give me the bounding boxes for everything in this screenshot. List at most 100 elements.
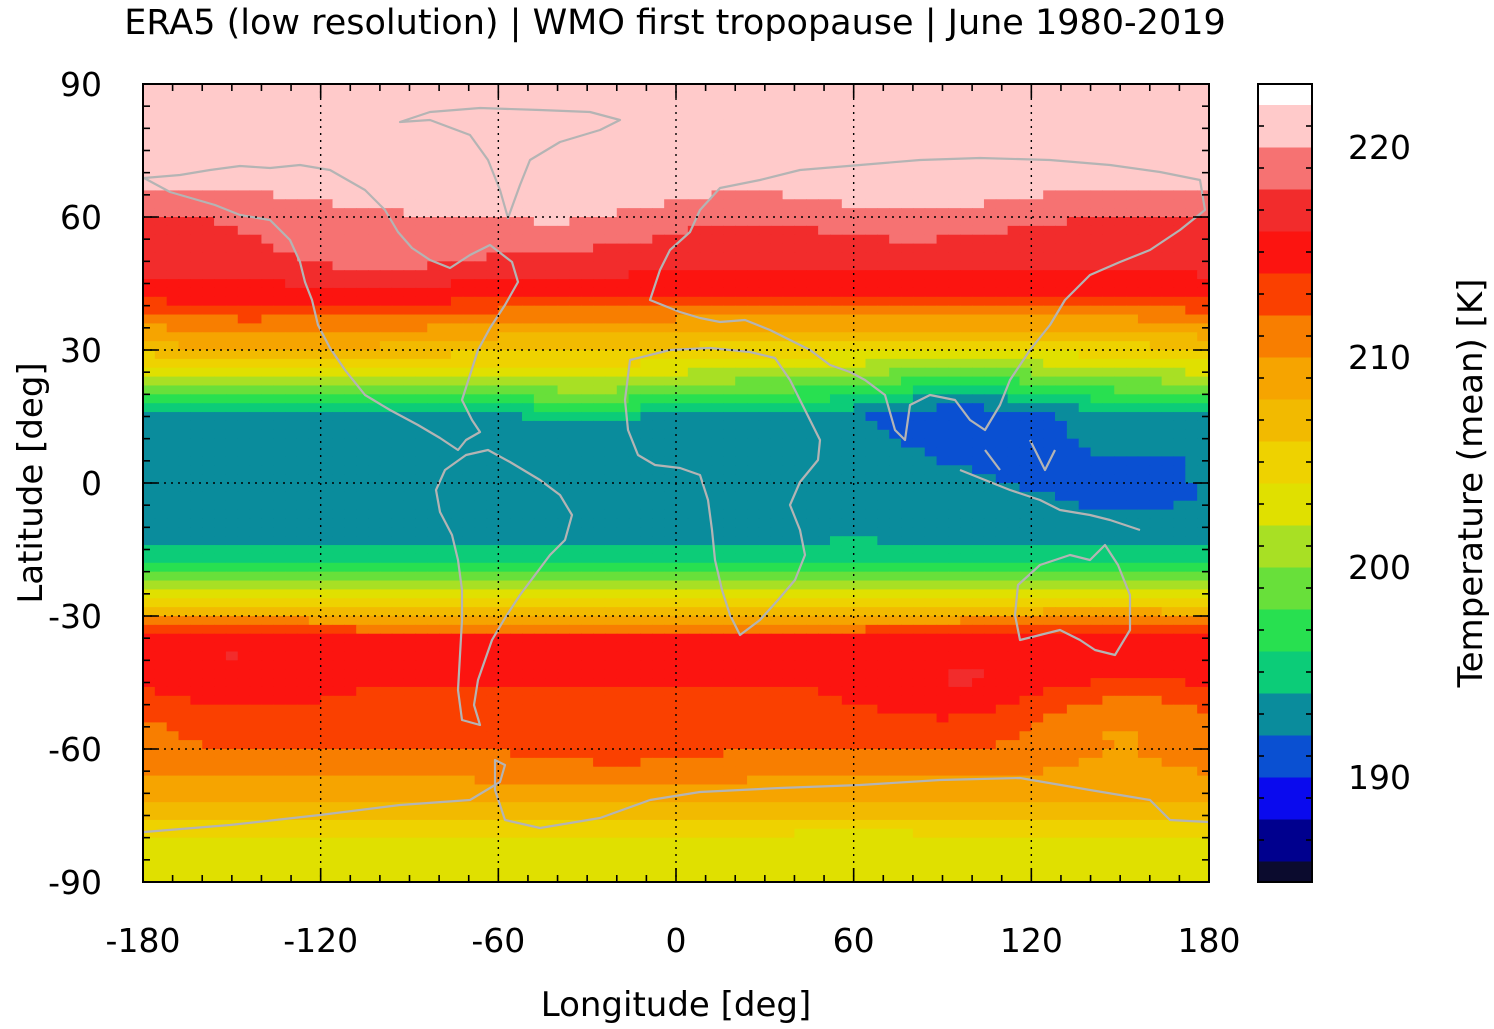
heat-cell	[758, 163, 772, 174]
heat-cell	[498, 181, 511, 191]
heat-cell	[356, 562, 369, 573]
heat-cell	[143, 217, 156, 227]
heat-cell	[1185, 323, 1198, 333]
heat-cell	[379, 376, 393, 387]
heat-cell	[1066, 403, 1080, 413]
heat-cell	[747, 110, 760, 121]
heat-cell	[190, 358, 203, 369]
heat-cell	[616, 287, 630, 298]
heat-cell	[214, 341, 227, 351]
heat-cell	[711, 536, 724, 546]
heat-cell	[924, 128, 938, 138]
heat-cell	[1197, 305, 1210, 316]
heat-cell	[676, 128, 689, 138]
heat-cell	[806, 92, 819, 103]
heat-cell	[1043, 553, 1056, 564]
heat-cell	[581, 465, 594, 475]
heat-cell	[356, 137, 369, 147]
heat-cell	[474, 385, 488, 395]
heat-cell	[368, 234, 381, 245]
heat-cell	[261, 314, 274, 324]
heat-cell	[439, 358, 452, 369]
heat-cell	[1078, 483, 1092, 493]
heat-cell	[853, 438, 867, 449]
heat-cell	[865, 429, 878, 440]
heat-cell	[735, 332, 748, 342]
heat-cell	[782, 545, 796, 555]
heat-cell	[569, 119, 582, 129]
heat-cell	[1019, 146, 1032, 156]
heat-cell	[1126, 305, 1139, 316]
heat-cell	[1137, 447, 1151, 457]
heat-cell	[1137, 84, 1151, 94]
heat-cell	[285, 367, 298, 378]
heat-cell	[640, 252, 653, 262]
heat-cell	[901, 350, 914, 360]
heat-cell	[308, 270, 322, 280]
heat-cell	[699, 217, 713, 227]
heat-cell	[676, 394, 689, 404]
heat-cell	[901, 172, 914, 183]
heat-cell	[640, 172, 653, 183]
heat-cell	[237, 323, 251, 333]
heat-cell	[877, 358, 890, 369]
heat-cell	[841, 92, 855, 103]
heat-cell	[1114, 261, 1127, 271]
heat-cell	[1126, 172, 1139, 183]
heat-cell	[818, 438, 831, 449]
heat-cell	[474, 199, 488, 209]
heat-cell	[640, 562, 653, 573]
heat-cell	[1007, 225, 1021, 236]
heat-cell	[995, 128, 1009, 138]
heat-cell	[889, 190, 902, 200]
heat-cell	[1090, 146, 1103, 156]
heat-cell	[474, 323, 488, 333]
heat-cell	[723, 199, 736, 209]
heat-cell	[403, 190, 417, 200]
heat-cell	[1149, 447, 1163, 457]
heat-cell	[415, 500, 428, 511]
heat-cell	[486, 261, 499, 271]
heat-cell	[510, 341, 523, 351]
heat-cell	[664, 562, 677, 573]
heat-cell	[415, 217, 428, 227]
heat-cell	[1102, 119, 1115, 129]
heat-cell	[818, 403, 831, 413]
heat-cell	[486, 137, 499, 147]
heat-cell	[1173, 154, 1186, 165]
heat-cell	[178, 332, 191, 342]
heat-cell	[379, 394, 393, 404]
heat-cell	[1007, 518, 1021, 528]
heat-cell	[498, 483, 511, 493]
heat-cell	[1185, 394, 1198, 404]
heat-cell	[391, 367, 405, 378]
heat-cell	[782, 146, 796, 156]
heat-cell	[782, 350, 796, 360]
heat-cell	[415, 350, 428, 360]
heat-cell	[545, 385, 559, 395]
heat-cell	[308, 420, 322, 431]
heat-cell	[1055, 483, 1068, 493]
heat-cell	[143, 270, 156, 280]
heat-cell	[711, 438, 724, 449]
heat-cell	[344, 394, 357, 404]
heat-cell	[936, 491, 950, 502]
heat-cell	[747, 137, 760, 147]
heat-cell	[379, 296, 393, 307]
heat-cell	[202, 341, 215, 351]
heat-cell	[652, 128, 665, 138]
heat-cell	[557, 465, 570, 475]
heat-cell	[1126, 217, 1139, 227]
heat-cell	[1102, 527, 1115, 537]
heat-cell	[498, 323, 511, 333]
heat-cell	[936, 385, 950, 395]
heat-cell	[1114, 172, 1127, 183]
heat-cell	[296, 199, 310, 209]
heat-cell	[818, 225, 831, 236]
heat-cell	[510, 394, 523, 404]
heat-cell	[403, 474, 417, 484]
heat-cell	[1090, 341, 1103, 351]
heat-cell	[486, 545, 499, 555]
heat-cell	[912, 447, 926, 457]
heat-cell	[237, 163, 251, 174]
